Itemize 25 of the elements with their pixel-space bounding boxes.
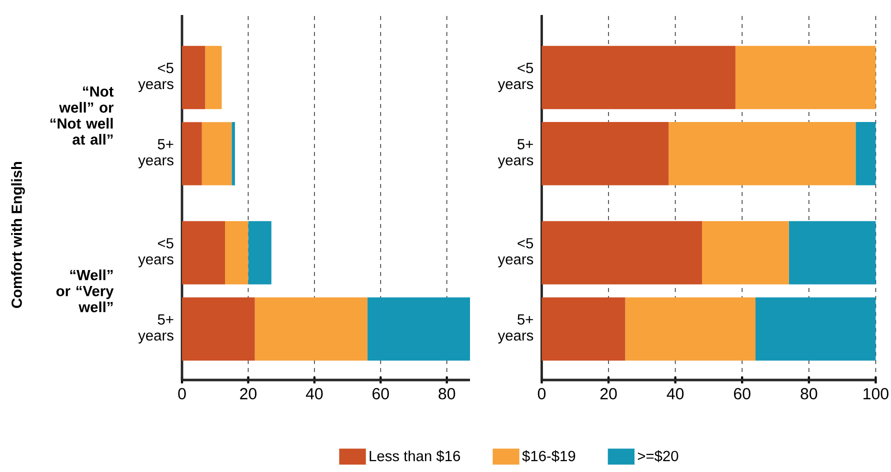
x-tick-label: 20 xyxy=(240,388,256,400)
x-tick-label: 80 xyxy=(438,388,456,400)
x-tick-label: 40 xyxy=(666,388,684,400)
y-tick-label: 5+ years xyxy=(498,139,534,168)
legend-label: >=$20 xyxy=(638,450,678,462)
x-tick-label: 0 xyxy=(178,388,186,400)
x-tick-label: 60 xyxy=(734,388,750,400)
x-tick-label: 60 xyxy=(372,388,389,400)
x-tick-label: 40 xyxy=(306,388,323,400)
y-tick-label: <5 years xyxy=(498,238,534,268)
x-tick-label: 0 xyxy=(538,388,546,400)
x-tick-label: 100 xyxy=(864,388,888,400)
legend-label: Less than $16 xyxy=(370,450,460,462)
y-axis-title: Comfort with English xyxy=(11,162,25,308)
y-tick-label: <5 years xyxy=(138,238,174,268)
y-tick-label: 5+ years xyxy=(498,314,534,344)
y-tick-label: <5 years xyxy=(138,62,174,92)
y-tick-label: <5 years xyxy=(498,62,534,92)
text: “Not well” or “Not well at all” xyxy=(50,86,114,145)
x-tick-label: 80 xyxy=(800,388,818,400)
legend-label: $16-$19 xyxy=(522,450,576,462)
y-tick-label: 5+ years xyxy=(138,139,174,168)
text: “Well” or “Very well” xyxy=(56,269,114,312)
y-tick-label: 5+ years xyxy=(138,314,174,344)
x-tick-label: 20 xyxy=(600,388,617,400)
